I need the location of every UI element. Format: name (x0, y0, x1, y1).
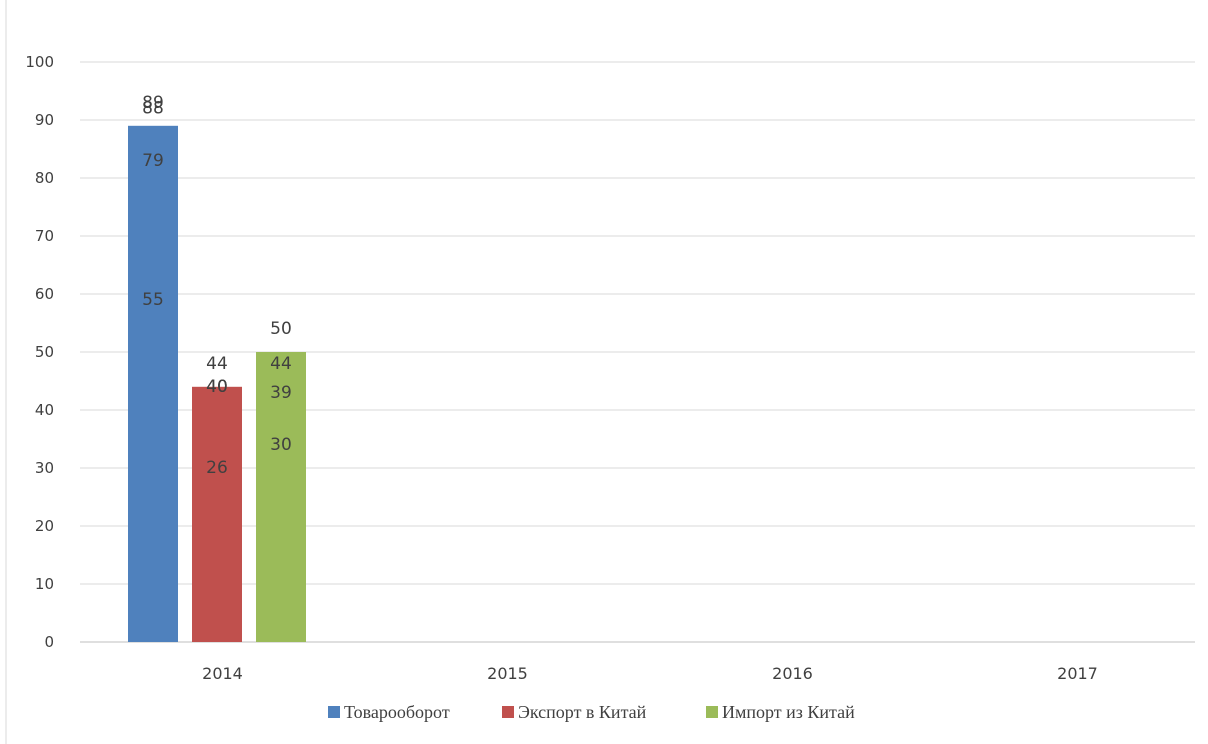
x-category-label: 2015 (487, 664, 528, 683)
gridlines (80, 61, 1195, 643)
legend-swatch (502, 706, 514, 718)
y-axis-tick-labels: 0 10 20 30 40 50 60 70 80 90 100 (25, 53, 54, 651)
bar-2017-series-1 (192, 410, 242, 642)
y-tick-label: 0 (44, 633, 54, 651)
y-tick-label: 60 (35, 285, 54, 303)
bar-2017-series-0 (128, 125, 178, 643)
x-axis-category-labels: 2014 2015 2016 2017 (202, 664, 1098, 683)
data-label: 40 (206, 377, 228, 397)
y-tick-label: 50 (35, 343, 54, 361)
legend-label: Импорт из Китай (722, 702, 855, 722)
legend-label: Экспорт в Китай (518, 702, 647, 722)
y-tick-label: 40 (35, 401, 54, 419)
y-tick-label: 70 (35, 227, 54, 245)
data-label: 88 (142, 99, 164, 119)
data-label: 44 (206, 354, 228, 374)
data-label: 30 (270, 435, 292, 455)
x-category-label: 2017 (1057, 664, 1098, 683)
data-label: 55 (142, 290, 164, 310)
data-label: 44 (270, 354, 292, 374)
bars (128, 125, 306, 643)
y-tick-label: 80 (35, 169, 54, 187)
data-label: 26 (206, 458, 228, 478)
y-tick-label: 90 (35, 111, 54, 129)
x-category-label: 2016 (772, 664, 813, 683)
bar-2017-series-2 (256, 352, 306, 642)
data-label: 79 (142, 151, 164, 171)
data-label: 40 (206, 377, 228, 397)
data-label: 89 (142, 93, 164, 113)
y-tick-label: 10 (35, 575, 54, 593)
x-category-label: 2014 (202, 664, 243, 683)
legend-label: Товарооборот (344, 702, 450, 722)
legend: Товарооборот Экспорт в Китай Импорт из Кит… (328, 702, 855, 722)
legend-swatch (706, 706, 718, 718)
legend-swatch (328, 706, 340, 718)
y-tick-label: 100 (25, 53, 54, 71)
data-label: 50 (270, 319, 292, 339)
y-tick-label: 30 (35, 459, 54, 477)
data-label: 39 (270, 383, 292, 403)
y-tick-label: 20 (35, 517, 54, 535)
